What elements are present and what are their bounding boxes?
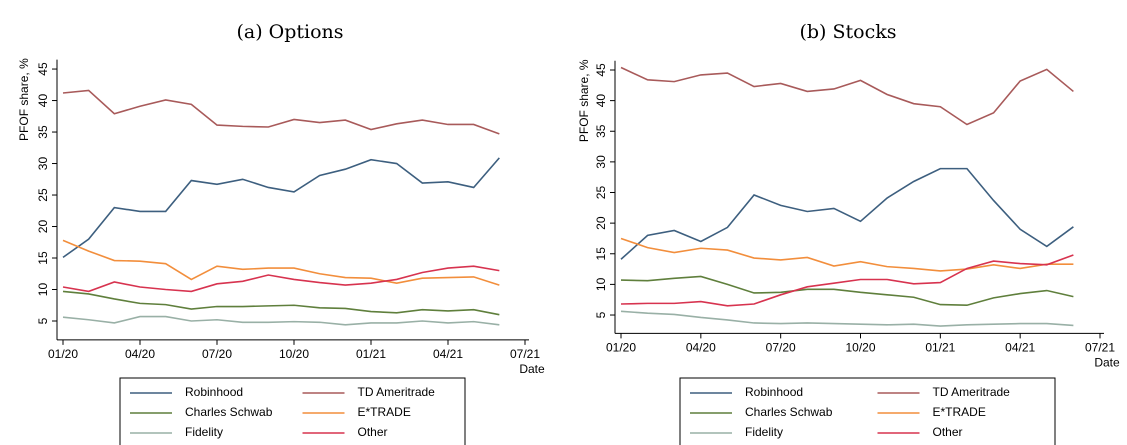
x-tick-label: 04/21 xyxy=(433,347,463,361)
legend-label: Fidelity xyxy=(185,425,223,439)
y-tick-label: 5 xyxy=(594,311,608,318)
y-tick-label: 35 xyxy=(36,125,50,139)
x-tick-label: 07/20 xyxy=(202,347,232,361)
legend-label: Robinhood xyxy=(185,385,243,399)
series-line xyxy=(620,254,1074,307)
x-tick-label: 01/20 xyxy=(48,347,78,361)
y-tick-label: 10 xyxy=(594,277,608,291)
x-tick-label: 07/20 xyxy=(766,341,796,355)
x-tick-label: 04/20 xyxy=(125,347,155,361)
y-tick-label: 20 xyxy=(594,216,608,230)
series-line xyxy=(620,167,1074,260)
y-tick-label: 25 xyxy=(594,186,608,200)
legend-label: TD Ameritrade xyxy=(358,385,436,399)
y-tick-label: 15 xyxy=(594,247,608,261)
y-axis-label: PFOF share, % xyxy=(17,58,31,141)
y-tick-label: 15 xyxy=(36,251,50,265)
y-tick-label: 30 xyxy=(36,157,50,171)
x-tick-label: 01/21 xyxy=(356,347,386,361)
series-line xyxy=(620,310,1074,327)
chart-title: (b) Stocks xyxy=(799,21,896,43)
y-tick-label: 40 xyxy=(36,94,50,108)
y-axis-label: PFOF share, % xyxy=(577,59,591,142)
series-line xyxy=(62,265,500,293)
x-tick-label: 04/20 xyxy=(686,341,716,355)
series-line xyxy=(62,239,500,286)
series-line xyxy=(620,237,1074,272)
legend-label: Fidelity xyxy=(745,425,783,439)
y-tick-label: 25 xyxy=(36,188,50,202)
legend-label: E*TRADE xyxy=(933,405,986,419)
x-tick-label: 01/20 xyxy=(606,341,636,355)
x-tick-label: 07/21 xyxy=(1085,341,1115,355)
y-tick-label: 40 xyxy=(594,94,608,108)
legend-label: Charles Schwab xyxy=(185,405,273,419)
y-tick-label: 10 xyxy=(36,283,50,297)
x-tick-label: 01/21 xyxy=(925,341,955,355)
x-tick-label: 10/20 xyxy=(845,341,875,355)
legend-label: Charles Schwab xyxy=(745,405,833,419)
legend-label: E*TRADE xyxy=(358,405,411,419)
legend-box xyxy=(119,377,466,445)
chart-title: (a) Options xyxy=(236,21,343,43)
legend-label: Other xyxy=(358,425,388,439)
x-axis-label: Date xyxy=(519,362,545,376)
y-tick-label: 35 xyxy=(594,124,608,138)
x-tick-label: 04/21 xyxy=(1005,341,1035,355)
series-line xyxy=(620,275,1074,307)
y-tick-label: 20 xyxy=(36,220,50,234)
y-tick-label: 45 xyxy=(36,62,50,76)
series-line xyxy=(62,89,500,135)
series-line xyxy=(620,66,1074,126)
series-line xyxy=(62,157,500,259)
series-line xyxy=(62,315,500,326)
legend-label: TD Ameritrade xyxy=(933,385,1011,399)
y-tick-label: 45 xyxy=(594,63,608,77)
x-tick-label: 10/20 xyxy=(279,347,309,361)
x-tick-label: 07/21 xyxy=(510,347,540,361)
y-tick-label: 5 xyxy=(36,317,50,324)
x-axis-label: Date xyxy=(1094,356,1120,370)
legend-label: Other xyxy=(933,425,963,439)
y-tick-label: 30 xyxy=(594,155,608,169)
legend-label: Robinhood xyxy=(745,385,803,399)
series-line xyxy=(62,290,500,316)
legend-box xyxy=(679,377,1056,445)
